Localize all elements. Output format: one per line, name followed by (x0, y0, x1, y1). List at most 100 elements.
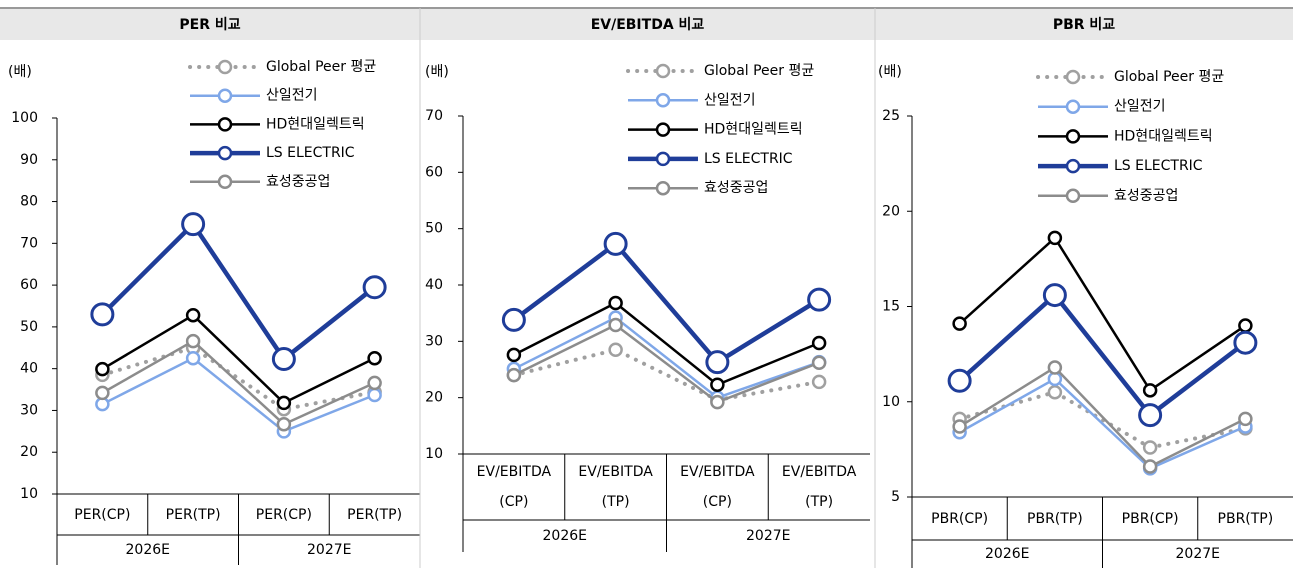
y-tick-label: 50 (20, 319, 38, 335)
legend-label: HD현대일렉트릭 (266, 116, 365, 132)
data-point (608, 317, 623, 333)
data-point (276, 395, 292, 411)
legend-label: Global Peer 평균 (704, 63, 814, 79)
y-axis-label: (배) (8, 64, 32, 80)
x-tick-label: EV/EBITDA (TP) (781, 464, 857, 510)
data-point (506, 347, 522, 363)
header-band (0, 8, 420, 40)
legend-label: LS ELECTRIC (704, 151, 793, 167)
y-tick-label: 30 (425, 333, 443, 349)
legend-label: Global Peer 평균 (266, 59, 376, 75)
y-tick-label: 5 (891, 489, 900, 505)
series-line (512, 241, 821, 365)
y-tick-label: 60 (20, 277, 38, 293)
data-point (1047, 384, 1063, 400)
group-label: 2026E (542, 528, 587, 544)
group-label: 2026E (985, 546, 1030, 562)
y-tick-label: 50 (425, 221, 443, 237)
y-tick-label: 20 (20, 444, 38, 460)
data-point (1047, 230, 1063, 246)
y-tick-label: 40 (425, 277, 443, 293)
y-tick-label: 10 (20, 486, 38, 502)
data-point (1142, 440, 1158, 455)
data-point (271, 347, 296, 372)
legend-label: LS ELECTRIC (1114, 158, 1203, 174)
data-point (603, 231, 628, 256)
series-line (957, 390, 1248, 450)
group-label: 2027E (746, 528, 791, 544)
legend-label: HD현대일렉트릭 (704, 122, 803, 138)
series-line (513, 323, 820, 404)
legend-label: LS ELECTRIC (266, 145, 355, 161)
data-point (608, 295, 623, 311)
data-point (710, 394, 725, 410)
group-label: 2027E (307, 542, 352, 558)
data-point (90, 302, 115, 327)
header-band (420, 8, 875, 40)
x-tick-label: PBR(TP) (1217, 510, 1274, 527)
data-point (181, 212, 206, 237)
legend-label: 효성중공업 (1114, 188, 1178, 204)
y-tick-label: 25 (882, 108, 900, 124)
series-line (101, 339, 376, 426)
group-label: 2027E (1175, 546, 1220, 562)
data-point (608, 342, 623, 358)
data-point (95, 385, 110, 401)
data-point (1238, 318, 1253, 333)
legend-marker (217, 174, 233, 190)
data-point (506, 367, 522, 383)
legend-label: 산일전기 (266, 88, 318, 104)
chart-title: PBR 비교 (1053, 17, 1115, 33)
y-axis-label: (배) (878, 64, 902, 80)
x-tick-label: PBR(CP) (931, 510, 989, 527)
x-tick-label: PER(CP) (255, 506, 312, 523)
series-line (100, 221, 377, 362)
y-axis-label: (배) (425, 64, 449, 80)
legend-marker (655, 93, 671, 108)
y-tick-label: 15 (882, 299, 900, 315)
y-tick-label: 80 (20, 194, 38, 210)
legend-label: 산일전기 (704, 92, 756, 108)
series-line (101, 356, 376, 433)
series-line (958, 292, 1247, 418)
x-tick-label: PER(TP) (347, 506, 403, 523)
chart-title: PER 비교 (179, 17, 240, 33)
legend-label: Global Peer 평균 (1114, 69, 1224, 85)
y-tick-label: 60 (425, 164, 443, 180)
data-point (705, 350, 730, 375)
header-band (875, 8, 1293, 40)
y-tick-label: 90 (20, 152, 38, 168)
x-tick-label: EV/EBITDA (CP) (476, 464, 552, 510)
data-point (1233, 330, 1258, 355)
y-tick-label: 40 (20, 361, 38, 377)
data-point (1142, 383, 1158, 398)
data-point (362, 275, 387, 300)
legend-marker (1065, 188, 1081, 204)
legend-marker (217, 59, 233, 75)
data-point (185, 307, 201, 323)
legend-marker (217, 145, 233, 161)
data-point (367, 375, 382, 391)
series-line (513, 316, 820, 399)
data-point (952, 316, 967, 331)
data-point (185, 333, 201, 349)
y-tick-label: 20 (425, 390, 443, 406)
data-point (1047, 360, 1063, 375)
x-tick-label: EV/EBITDA (CP) (680, 464, 755, 510)
data-point (367, 387, 382, 403)
legend-marker (217, 88, 233, 103)
data-point (95, 361, 110, 377)
data-point (1138, 403, 1163, 428)
data-point (276, 416, 292, 432)
legend-marker (1065, 129, 1081, 144)
series-line (958, 366, 1246, 468)
legend-label: 효성중공업 (266, 174, 330, 190)
x-tick-label: PBR(TP) (1027, 510, 1083, 527)
legend-marker (655, 63, 671, 79)
x-tick-label: PBR(CP) (1121, 510, 1179, 527)
y-tick-label: 70 (20, 235, 38, 251)
legend-marker (1065, 69, 1081, 85)
legend-marker (655, 151, 671, 167)
